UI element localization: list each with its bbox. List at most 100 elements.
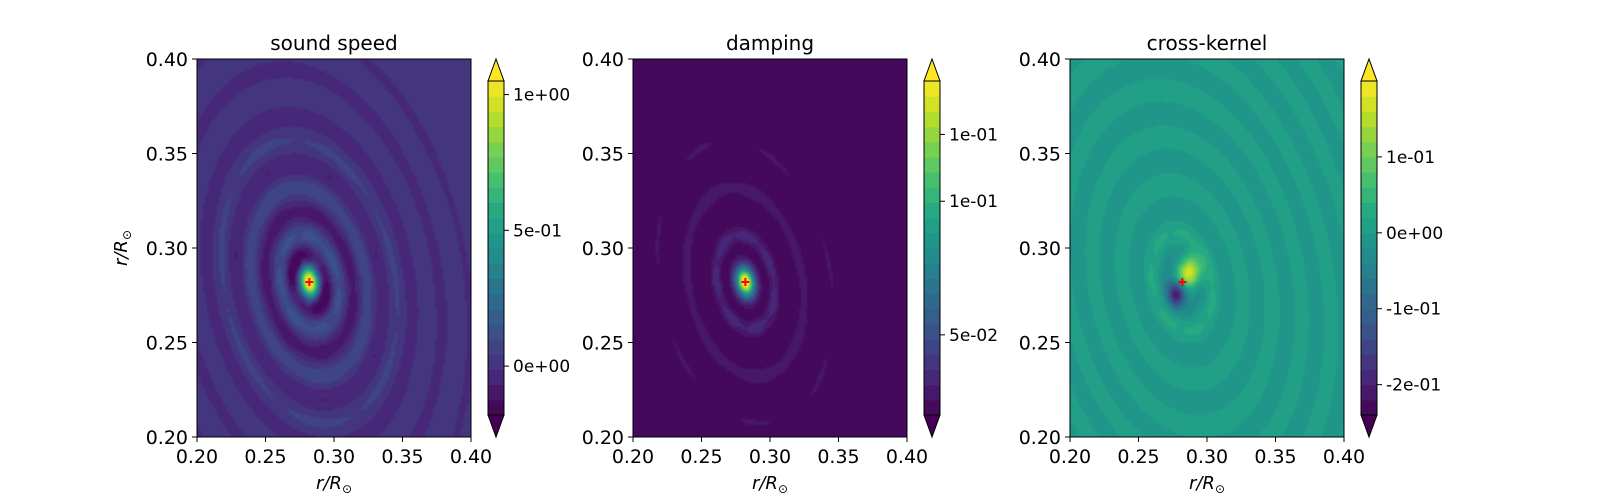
colorbar-extend-min [487, 414, 505, 439]
colorbar-level [1361, 172, 1377, 188]
colorbar-level [924, 323, 940, 340]
heatmap-image [1070, 59, 1344, 437]
colorbar-level [924, 111, 940, 128]
colorbar-extend-max [1360, 57, 1378, 82]
colorbar-level [1361, 217, 1377, 234]
axes: 0.20 0.25 0.30 0.35 0.40 0.20 0.25 0.30 0.35 0.40 [582, 49, 928, 468]
colorbar-level [488, 323, 504, 340]
colorbar-tick-label: 5e-01 [513, 221, 562, 241]
colorbar-level [1361, 293, 1377, 310]
colorbar-level [924, 187, 940, 204]
x-tick-label: 0.35 [817, 446, 859, 468]
colorbar-level [924, 141, 940, 158]
y-tick-label: 0.40 [582, 49, 624, 71]
x-tick-label: 0.40 [886, 446, 928, 468]
panel-sound-speed: 0.20 0.25 0.30 0.35 0.40 0.20 0.25 0.30 0.35 0.40… [111, 31, 570, 496]
y-tick-label: 0.20 [146, 427, 188, 449]
colorbar-level [1361, 354, 1377, 371]
heatmap-image [633, 59, 907, 437]
x-tick-label: 0.30 [1186, 446, 1228, 468]
colorbar-level [1361, 156, 1377, 173]
colorbar-level [1361, 308, 1377, 325]
x-tick-label: 0.40 [1323, 446, 1365, 468]
colorbar-level [1361, 263, 1377, 279]
colorbar-level [488, 354, 504, 371]
y-tick-label: 0.30 [582, 238, 624, 260]
colorbar-level [924, 354, 940, 371]
colorbar-level [488, 111, 504, 128]
colorbar-level [1361, 369, 1377, 386]
colorbar-level [488, 172, 504, 188]
colorbar-level [488, 248, 504, 264]
colorbar-level [488, 126, 504, 143]
colorbar-level [488, 202, 504, 219]
colorbar-level [924, 217, 940, 234]
colorbar-level [1361, 141, 1377, 158]
colorbar-level [488, 217, 504, 234]
y-tick-label: 0.20 [1019, 427, 1061, 449]
colorbar-level [924, 232, 940, 249]
heatmap-image [197, 59, 471, 437]
colorbar-level [488, 369, 504, 386]
colorbar-extend-min [1360, 414, 1378, 439]
plot-title: sound speed [270, 31, 397, 55]
colorbar-level [1361, 81, 1377, 97]
x-tick-label: 0.20 [1049, 446, 1091, 468]
colorbar-level [488, 232, 504, 249]
y-tick-label: 0.40 [1019, 49, 1061, 71]
x-tick-label: 0.20 [176, 446, 218, 468]
colorbar-level [924, 126, 940, 143]
colorbar-level [488, 187, 504, 204]
colorbar-level [1361, 323, 1377, 340]
heatmap-raster [1070, 59, 1344, 437]
y-axis-label: r/R⊙ [111, 230, 134, 266]
x-tick-label: 0.25 [244, 446, 286, 468]
y-tick-label: 0.35 [582, 144, 624, 166]
colorbar-level [488, 96, 504, 112]
x-tick-label: 0.25 [680, 446, 722, 468]
axes: 0.20 0.25 0.30 0.35 0.40 0.20 0.25 0.30 0.35 0.40 [1019, 49, 1365, 468]
colorbar-level [1361, 187, 1377, 204]
y-tick-label: 0.20 [582, 427, 624, 449]
colorbar-level [924, 81, 940, 97]
colorbar-level [488, 263, 504, 279]
panel-damping: 0.20 0.25 0.30 0.35 0.40 0.20 0.25 0.30 0.35 0.40… [582, 31, 998, 496]
colorbar-level [488, 339, 504, 355]
center-marker [1178, 278, 1187, 287]
colorbar-level [1361, 126, 1377, 143]
colorbar-level [488, 293, 504, 310]
colorbar-level [488, 308, 504, 325]
panel-cross-kernel: 0.20 0.25 0.30 0.35 0.40 0.20 0.25 0.30 0.35 0.40… [1019, 31, 1443, 496]
colorbar: 0e+00 5e-01 1e+00 [487, 57, 570, 439]
colorbar-extend-max [923, 57, 941, 82]
colorbar-level [924, 399, 940, 416]
colorbar-tick-label: 1e-01 [949, 192, 998, 212]
colorbar-level [1361, 111, 1377, 128]
y-tick-label: 0.25 [146, 333, 188, 355]
colorbar-level [1361, 278, 1377, 295]
colorbar: -2e-01 -1e-01 0e+00 1e-01 [1360, 57, 1443, 439]
y-tick-label: 0.30 [146, 238, 188, 260]
x-tick-label: 0.30 [749, 446, 791, 468]
colorbar-level [1361, 399, 1377, 416]
colorbar-level [924, 96, 940, 112]
heatmap-raster [197, 59, 471, 437]
colorbar-level [924, 156, 940, 173]
x-tick-label: 0.35 [1254, 446, 1296, 468]
x-tick-label: 0.35 [381, 446, 423, 468]
colorbar-frame [487, 80, 505, 416]
y-tick-label: 0.25 [582, 333, 624, 355]
colorbar-level [924, 308, 940, 325]
plot-title: cross-kernel [1147, 31, 1268, 55]
center-marker [741, 278, 750, 287]
colorbar-level [488, 399, 504, 416]
x-axis-label: r/R⊙ [1189, 473, 1225, 496]
colorbar-frame [923, 80, 941, 416]
x-tick-label: 0.40 [450, 446, 492, 468]
axes: 0.20 0.25 0.30 0.35 0.40 0.20 0.25 0.30 0.35 0.40 [146, 49, 492, 468]
colorbar-level [488, 81, 504, 97]
colorbar-level [924, 293, 940, 310]
x-axis-label: r/R⊙ [316, 473, 352, 496]
colorbar-level [488, 384, 504, 401]
